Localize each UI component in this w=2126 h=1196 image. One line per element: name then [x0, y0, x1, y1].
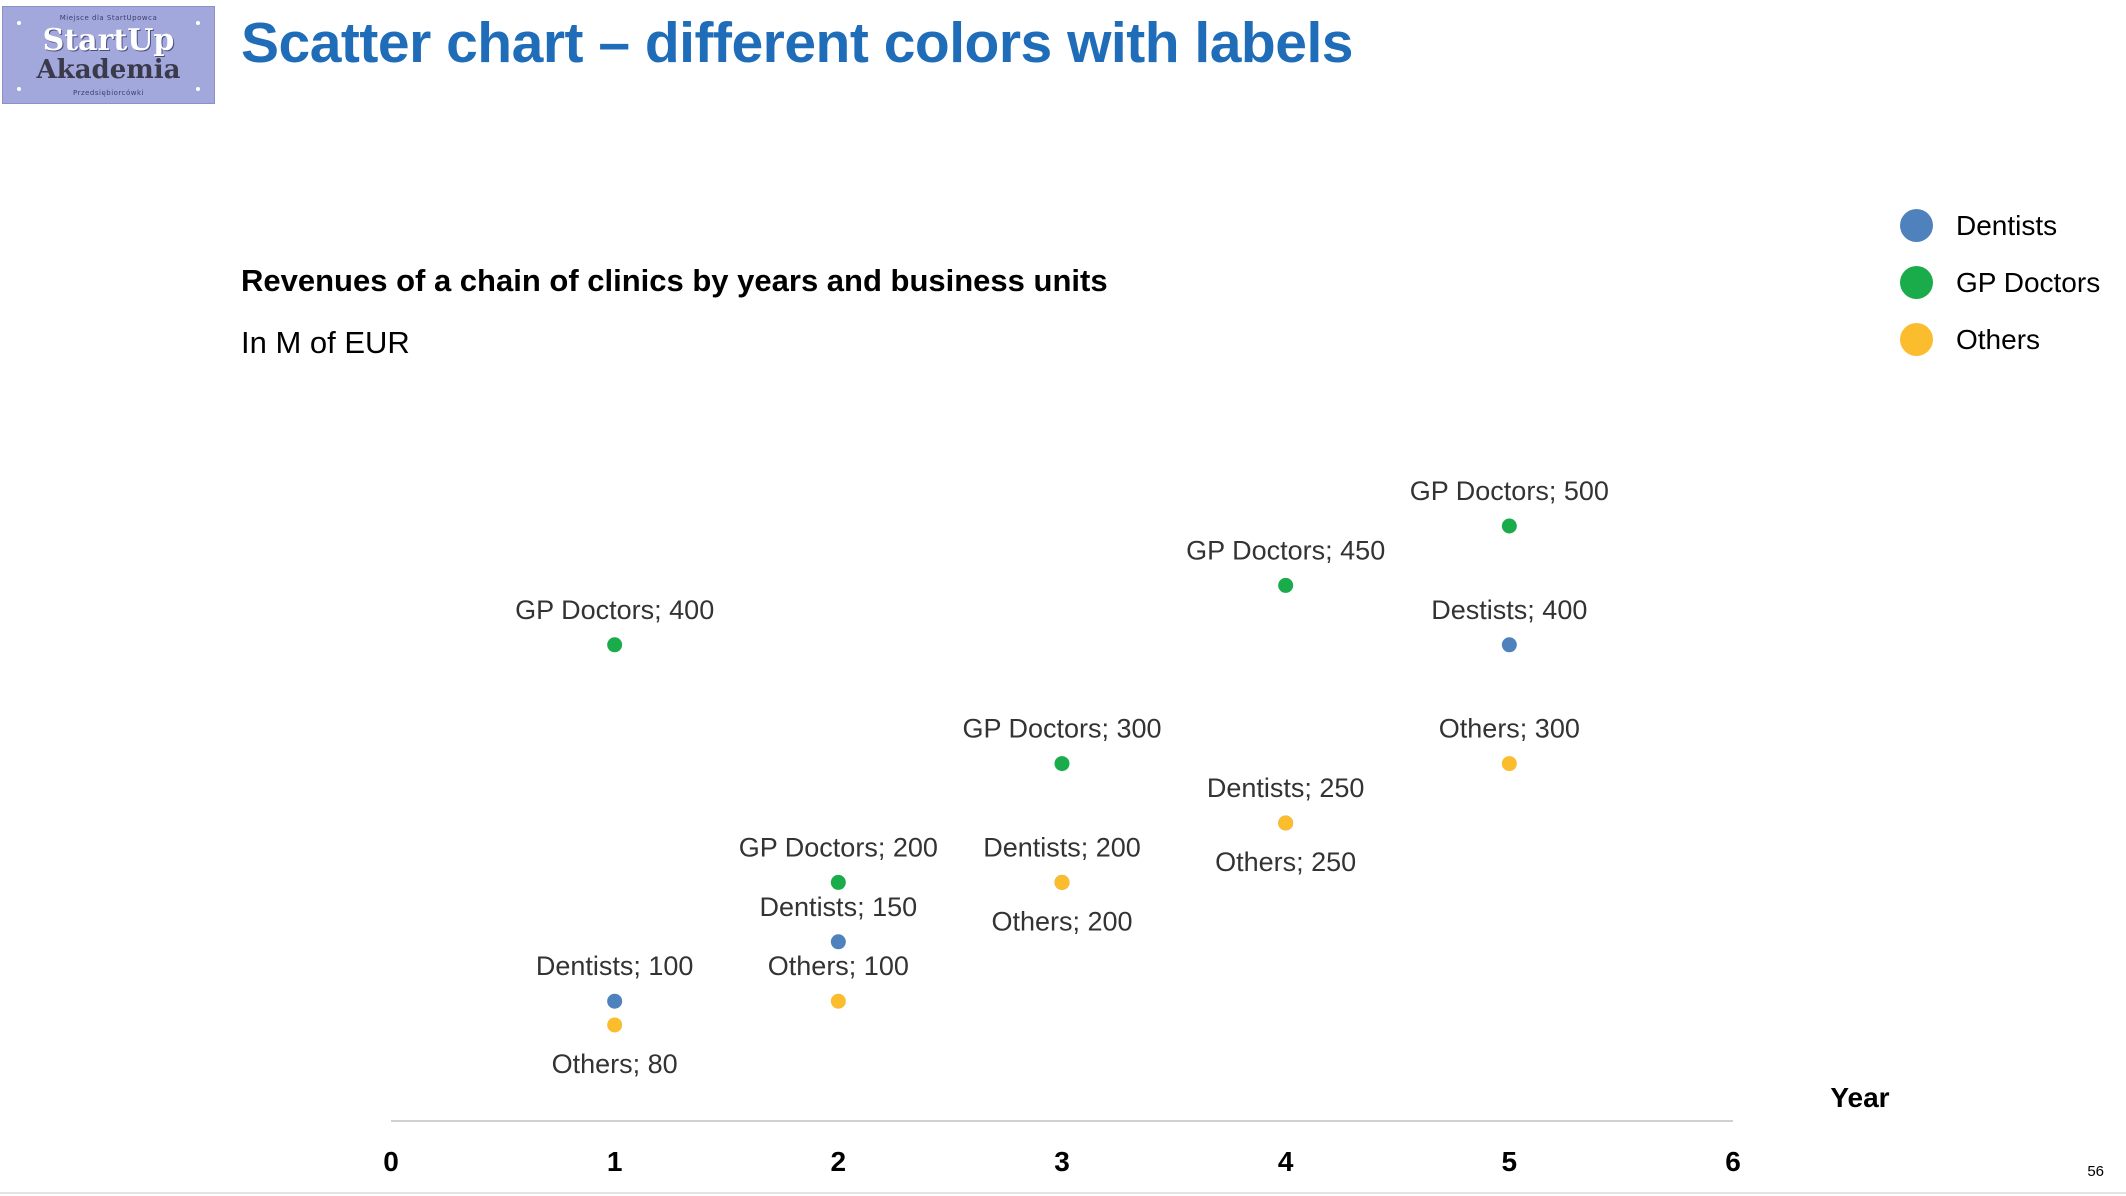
data-label: GP Doctors; 500 [1410, 476, 1609, 506]
scatter-point [1501, 756, 1517, 772]
data-label: GP Doctors; 200 [739, 832, 938, 862]
x-tick-label: 5 [1502, 1146, 1518, 1177]
logo-dot [17, 21, 21, 25]
logo-line-startup: StartUp [42, 23, 175, 58]
data-label: Dentists; 100 [536, 951, 694, 981]
scatter-point [830, 993, 846, 1009]
legend-label-dentists: Dentists [1956, 210, 2058, 241]
logo-dot [196, 87, 200, 91]
x-tick-label: 6 [1725, 1146, 1741, 1177]
logo-dot [196, 21, 200, 25]
data-label: GP Doctors; 400 [515, 595, 714, 625]
data-label: Dentists; 250 [1207, 773, 1365, 803]
data-label: Dentists; 200 [983, 832, 1141, 862]
scatter-point [1278, 577, 1294, 593]
chart-unit-subtitle: In M of EUR [241, 325, 410, 360]
logo-dot [17, 87, 21, 91]
scatter-point [1501, 518, 1517, 534]
data-label: Others; 250 [1215, 847, 1356, 877]
scatter-point [1501, 637, 1517, 653]
scatter-point [830, 874, 846, 890]
data-label: GP Doctors; 300 [962, 714, 1161, 744]
scatter-point [607, 637, 623, 653]
data-label: Others; 80 [552, 1049, 678, 1079]
data-label: Others; 100 [768, 951, 909, 981]
legend-label-others: Others [1956, 324, 2041, 355]
x-tick-label: 0 [383, 1146, 399, 1177]
scatter-point [830, 934, 846, 950]
scatter-point [607, 1017, 623, 1033]
scatter-point [1054, 756, 1070, 772]
x-tick-label: 1 [607, 1146, 623, 1177]
legend-swatch-gp-doctors [1900, 266, 1933, 299]
data-label: Dentists; 150 [760, 892, 918, 922]
scatter-point [1278, 815, 1294, 831]
logo-line-akademia: Akademia [36, 55, 181, 85]
scatter-point [1054, 874, 1070, 890]
legend-swatch-dentists [1900, 209, 1933, 242]
legend-label-gp-doctors: GP Doctors [1956, 267, 2101, 298]
scatter-point [607, 993, 623, 1009]
data-label: Others; 200 [991, 906, 1132, 936]
x-tick-label: 2 [831, 1146, 847, 1177]
bottom-divider [0, 1192, 2126, 1194]
x-tick-label: 3 [1054, 1146, 1070, 1177]
data-label: Destists; 400 [1431, 595, 1587, 625]
data-label: Others; 300 [1439, 714, 1580, 744]
x-tick-label: 4 [1278, 1146, 1294, 1177]
chart-title: Revenues of a chain of clinics by years … [241, 263, 1108, 298]
logo-tagline-top: Miejsce dla StartUpowca [59, 14, 158, 22]
x-axis-title: Year [1830, 1082, 1889, 1113]
page-number: 56 [2087, 1163, 2104, 1180]
data-label: GP Doctors; 450 [1186, 535, 1385, 565]
logo-tagline-bottom: Przedsiębiorcówki [72, 89, 145, 97]
slide-title: Scatter chart – different colors with la… [241, 11, 1354, 75]
startup-akademia-logo: Miejsce dla StartUpowca StartUp Akademia… [2, 6, 215, 104]
legend-swatch-others [1900, 323, 1933, 356]
